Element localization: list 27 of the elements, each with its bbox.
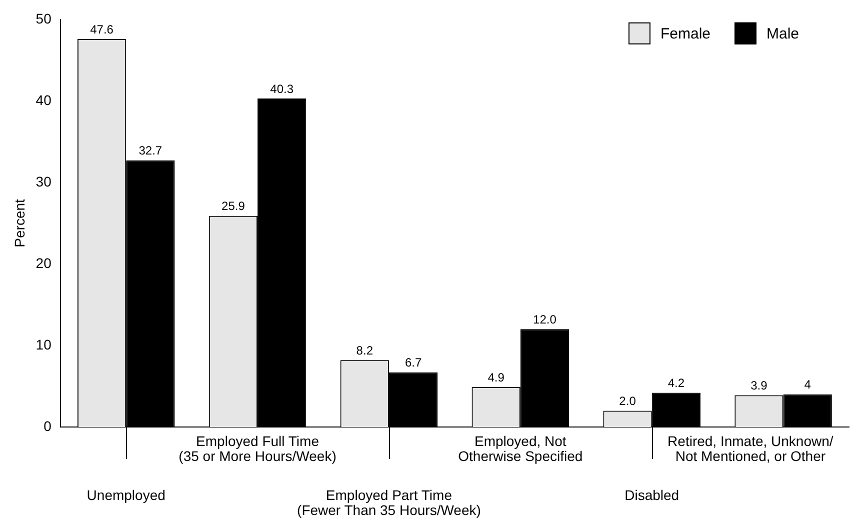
y-tick-label: 10 <box>36 336 52 352</box>
y-tick-label: 50 <box>36 10 52 26</box>
data-label: 4.9 <box>488 370 505 384</box>
data-label: 47.6 <box>90 22 114 36</box>
y-tick-label: 30 <box>36 173 52 190</box>
x-tick-label: Employed Full Time (35 or More Hours/Week) <box>178 432 336 464</box>
y-axis-title: Percent <box>11 198 28 248</box>
data-label: 4 <box>804 378 812 392</box>
legend-label: Female <box>660 26 710 43</box>
x-tick-label: Retired, Inmate, Unknown/ Not Mentioned, or Other <box>668 432 834 464</box>
data-label: 25.9 <box>222 199 246 214</box>
data-label: 3.9 <box>750 378 768 393</box>
data-label: 2.0 <box>619 394 636 408</box>
data-label: 40.3 <box>270 82 294 96</box>
x-tick-label: Unemployed <box>86 486 166 503</box>
y-tick-label: 20 <box>36 254 52 271</box>
y-tick-label: 40 <box>36 92 52 108</box>
x-tick-label: Disabled <box>624 486 680 503</box>
data-label: 12.0 <box>533 312 557 326</box>
x-tick-label: Employed, Not Otherwise Specified <box>458 432 583 464</box>
data-label: 6.7 <box>404 356 422 370</box>
data-label: 32.7 <box>138 144 162 158</box>
y-tick-label: 0 <box>44 418 52 434</box>
data-label: 8.2 <box>356 343 374 358</box>
data-label: 4.2 <box>668 376 685 390</box>
legend-label: Male <box>766 26 800 43</box>
x-tick-label: Employed Part Time (Fewer Than 35 Hours/Week) <box>297 486 481 518</box>
